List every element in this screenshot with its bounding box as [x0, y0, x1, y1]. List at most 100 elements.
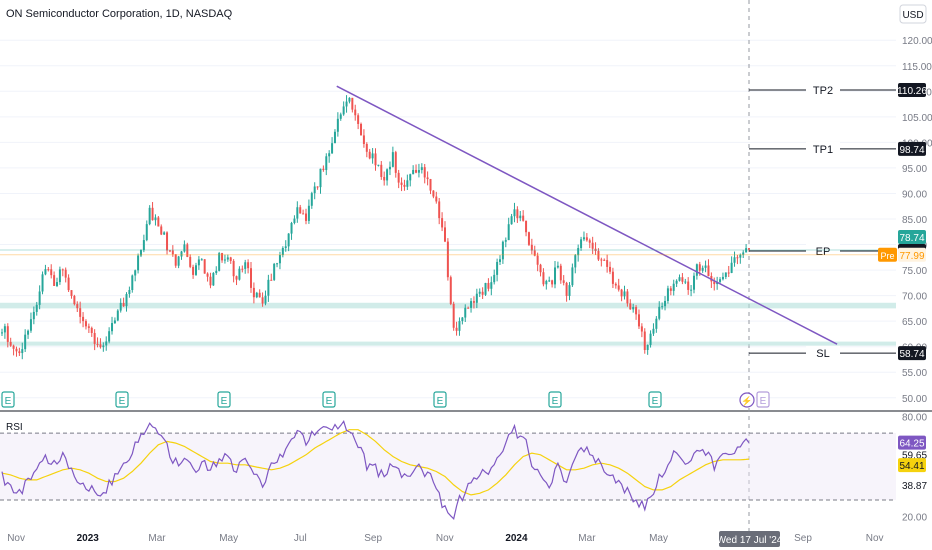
- candle: [704, 260, 707, 273]
- candle: [12, 344, 15, 356]
- candle-body: [383, 176, 386, 181]
- candle-body: [84, 321, 87, 327]
- earnings-marker[interactable]: E: [1, 391, 15, 408]
- candle-body: [328, 153, 331, 157]
- candle-body: [1, 332, 3, 334]
- date-badge-text: Wed 17 Jul '24: [717, 535, 783, 546]
- candle: [582, 231, 585, 242]
- candle: [499, 255, 501, 266]
- candle-body: [400, 182, 403, 185]
- candle: [197, 256, 200, 270]
- candle-body: [527, 232, 530, 245]
- candle: [635, 305, 638, 320]
- candle-body: [67, 277, 70, 291]
- candle: [47, 267, 50, 272]
- candle-body: [163, 232, 166, 235]
- candle: [44, 264, 47, 276]
- candle-body: [472, 301, 475, 303]
- earnings-marker[interactable]: E: [322, 391, 336, 408]
- candle-body: [264, 295, 267, 304]
- candle: [322, 165, 325, 172]
- rsi-tick-label: 80.00: [902, 412, 927, 423]
- candle-body: [47, 269, 50, 271]
- candle: [223, 254, 226, 264]
- candle: [287, 233, 290, 252]
- candle: [692, 272, 695, 294]
- candle: [591, 236, 594, 255]
- earnings-letter: E: [5, 396, 12, 407]
- candle: [29, 312, 32, 333]
- earnings-marker[interactable]: ⚡ E: [739, 391, 770, 408]
- earnings-marker[interactable]: E: [433, 391, 447, 408]
- candle: [148, 205, 151, 226]
- candle: [664, 296, 667, 311]
- candle: [461, 317, 464, 325]
- candle: [458, 317, 461, 336]
- trendline[interactable]: [336, 85, 838, 345]
- candle: [203, 259, 206, 274]
- candle: [412, 165, 415, 175]
- candle-body: [273, 263, 276, 280]
- candle-body: [157, 217, 160, 227]
- candle: [174, 254, 177, 268]
- currency-button[interactable]: USD: [899, 4, 927, 24]
- candle: [443, 221, 446, 243]
- crosshair-date-badge: Wed 17 Jul '24: [717, 531, 783, 547]
- price-tick-label: 50.00: [902, 394, 927, 405]
- candle: [452, 301, 455, 331]
- candle: [27, 329, 30, 339]
- candle-body: [629, 303, 632, 310]
- earnings-markers[interactable]: E E E E E E E ⚡ E: [1, 391, 770, 408]
- candle: [386, 168, 389, 186]
- candle-body: [649, 333, 652, 345]
- candle-body: [565, 282, 568, 296]
- candle: [519, 210, 522, 222]
- candle-body: [386, 169, 389, 181]
- earnings-icon: [1, 391, 15, 408]
- candle: [727, 265, 730, 278]
- earnings-marker[interactable]: E: [648, 391, 662, 408]
- rsi-ma-badge-bg: [898, 458, 926, 473]
- earnings-marker[interactable]: E: [115, 391, 129, 408]
- candle: [391, 146, 394, 168]
- candle-body: [134, 270, 137, 276]
- candle: [467, 306, 470, 309]
- candle: [3, 323, 6, 339]
- candle-body: [591, 242, 594, 249]
- earnings-marker[interactable]: E: [217, 391, 231, 408]
- candle-body: [640, 326, 643, 332]
- candle: [580, 236, 583, 251]
- candle: [281, 246, 284, 258]
- candle-body: [252, 287, 255, 298]
- candle-body: [380, 164, 383, 177]
- trendline-line[interactable]: [336, 85, 838, 345]
- candle-body: [530, 244, 533, 251]
- earnings-marker[interactable]: E: [548, 391, 562, 408]
- premarket-tag-bg: [878, 247, 897, 262]
- candle: [724, 272, 727, 280]
- candle: [394, 150, 397, 178]
- candle-body: [571, 267, 574, 286]
- candle: [139, 249, 142, 258]
- candle-body: [203, 259, 206, 274]
- candle-body: [600, 259, 603, 261]
- candle-body: [333, 131, 336, 144]
- level-label-bg: [806, 346, 840, 361]
- candle-body: [53, 275, 56, 286]
- candle-body: [171, 250, 174, 255]
- candle: [345, 95, 348, 113]
- candle: [177, 255, 180, 269]
- candle: [481, 287, 484, 299]
- candle: [684, 278, 687, 285]
- candle: [38, 285, 41, 310]
- candle-body: [501, 241, 504, 260]
- candle-body: [533, 250, 536, 256]
- candle: [571, 263, 574, 287]
- candle-body: [319, 168, 322, 188]
- candle-body: [186, 244, 189, 257]
- candle-body: [255, 292, 258, 298]
- candle: [669, 286, 672, 296]
- candle: [548, 276, 551, 283]
- candle-body: [99, 344, 102, 348]
